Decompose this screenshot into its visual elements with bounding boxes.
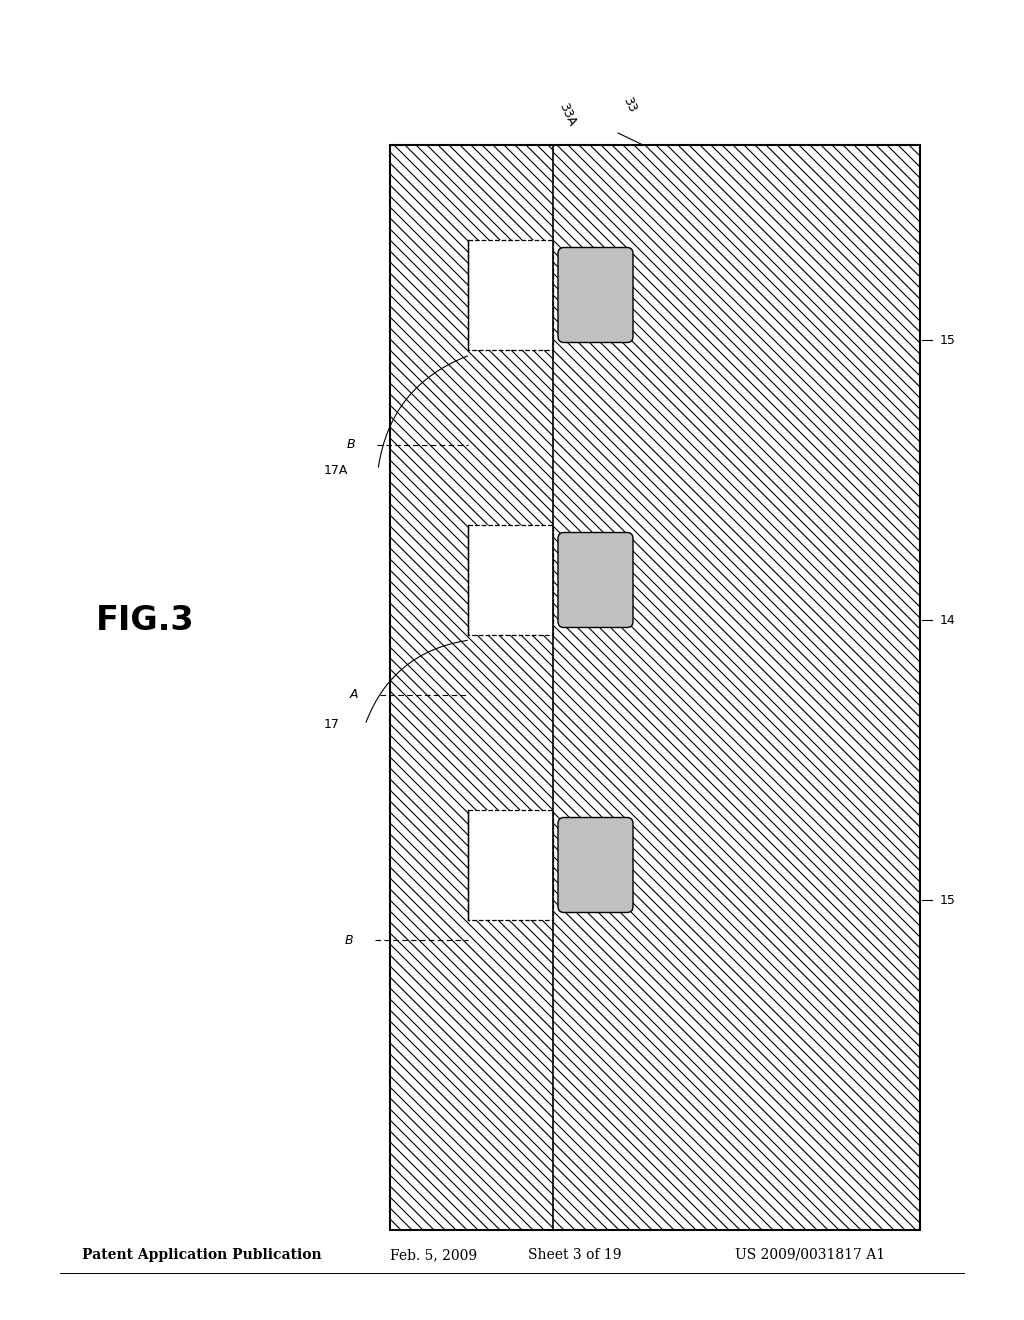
Text: B: B — [344, 933, 353, 946]
Text: Sheet 3 of 19: Sheet 3 of 19 — [528, 1247, 622, 1262]
Text: 33A: 33A — [556, 100, 578, 128]
Bar — [468, 810, 553, 920]
Text: 14: 14 — [940, 614, 955, 627]
Text: 17A: 17A — [324, 463, 348, 477]
FancyBboxPatch shape — [558, 817, 633, 912]
Text: B: B — [346, 438, 355, 451]
FancyBboxPatch shape — [558, 532, 633, 627]
FancyBboxPatch shape — [558, 248, 633, 342]
Bar — [390, 145, 920, 1230]
Text: US 2009/0031817 A1: US 2009/0031817 A1 — [735, 1247, 885, 1262]
Text: A: A — [349, 689, 358, 701]
Text: Feb. 5, 2009: Feb. 5, 2009 — [390, 1247, 477, 1262]
Text: FIG.3: FIG.3 — [95, 603, 195, 636]
Bar — [468, 525, 553, 635]
Bar — [468, 525, 553, 635]
Bar — [390, 145, 920, 1230]
Text: 33: 33 — [620, 95, 638, 115]
Text: 15: 15 — [940, 334, 955, 346]
Bar — [468, 240, 553, 350]
Bar — [468, 810, 553, 920]
Text: Patent Application Publication: Patent Application Publication — [82, 1247, 322, 1262]
Text: 15: 15 — [940, 894, 955, 907]
Text: 17: 17 — [325, 718, 340, 731]
Bar — [468, 240, 553, 350]
